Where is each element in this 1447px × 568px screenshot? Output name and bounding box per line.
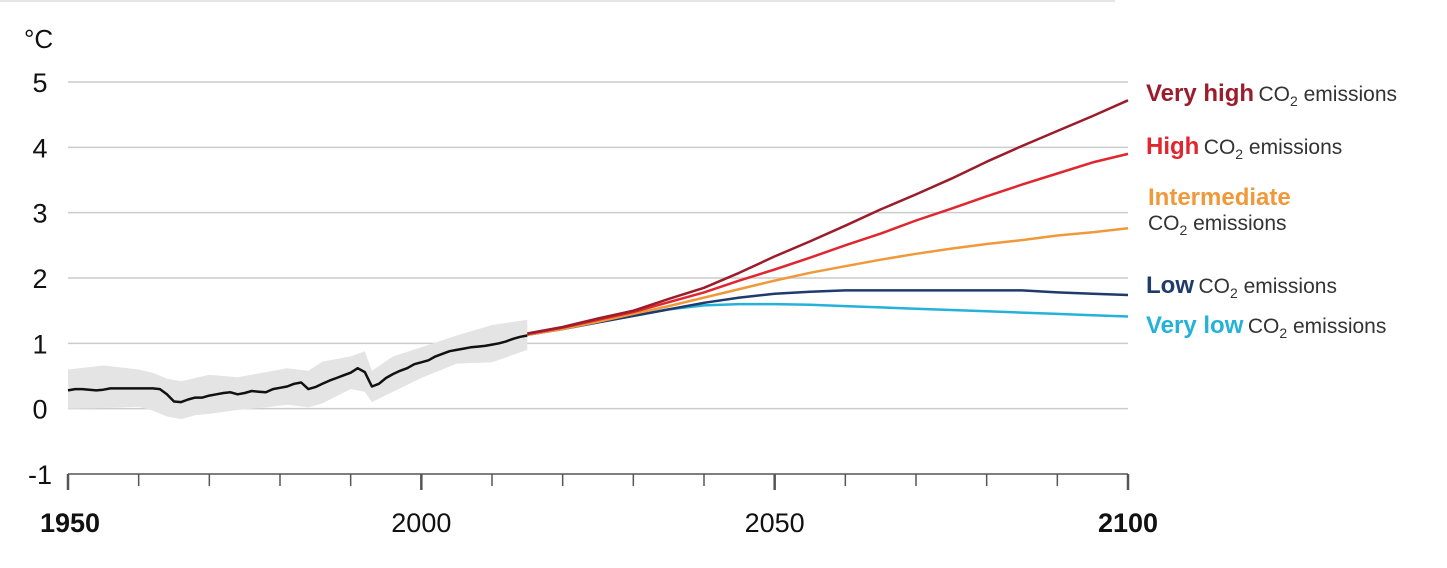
- x-tick-label-3: 2100: [1098, 508, 1158, 538]
- legend-very-high-suffix: CO2 emissions: [1258, 83, 1398, 110]
- legend-intermediate-suffix: CO2 emissions: [1148, 211, 1287, 238]
- series-line-very-high: [527, 99, 1129, 335]
- legend-intermediate: Intermediate CO2 emissions: [1148, 184, 1291, 238]
- series-line-low: [527, 289, 1129, 337]
- legend-very-low-name: Very low: [1146, 312, 1244, 339]
- y-tick-label-1: 0: [32, 395, 47, 425]
- legend-low-suffix: CO2 emissions: [1198, 275, 1337, 302]
- y-tick-label-2: 1: [32, 329, 47, 359]
- legend-high-suffix: CO2 emissions: [1203, 136, 1343, 163]
- legend-high-name: High: [1146, 133, 1200, 160]
- legend-very-low: Very low CO2 emissions: [1146, 312, 1386, 341]
- y-tick-label-5: 4: [32, 133, 47, 163]
- legend-low-name: Low: [1146, 272, 1194, 299]
- series-line-high: [527, 152, 1129, 336]
- legend-very-high-name: Very high: [1146, 80, 1255, 107]
- series-line-historical: [67, 334, 528, 404]
- y-axis-unit: °C: [24, 24, 53, 54]
- x-tick-label-0: 1950: [40, 508, 100, 538]
- y-tick-label-3: 2: [32, 264, 47, 294]
- y-tick-label-4: 3: [32, 199, 47, 229]
- legend-very-high: Very high CO2 emissions: [1146, 80, 1397, 109]
- legend-high: High CO2 emissions: [1146, 133, 1342, 162]
- x-tick-label-1: 2000: [391, 508, 451, 538]
- x-tick-label-2: 2050: [745, 508, 805, 538]
- legend-low: Low CO2 emissions: [1146, 272, 1337, 301]
- y-tick-label-6: 5: [32, 68, 47, 98]
- series-line-intermediate: [527, 227, 1129, 337]
- legend-very-low-suffix: CO2 emissions: [1247, 315, 1387, 342]
- legend-intermediate-name: Intermediate: [1148, 184, 1291, 211]
- y-tick-label-0: -1: [28, 460, 52, 490]
- historical-range-band: [68, 319, 528, 420]
